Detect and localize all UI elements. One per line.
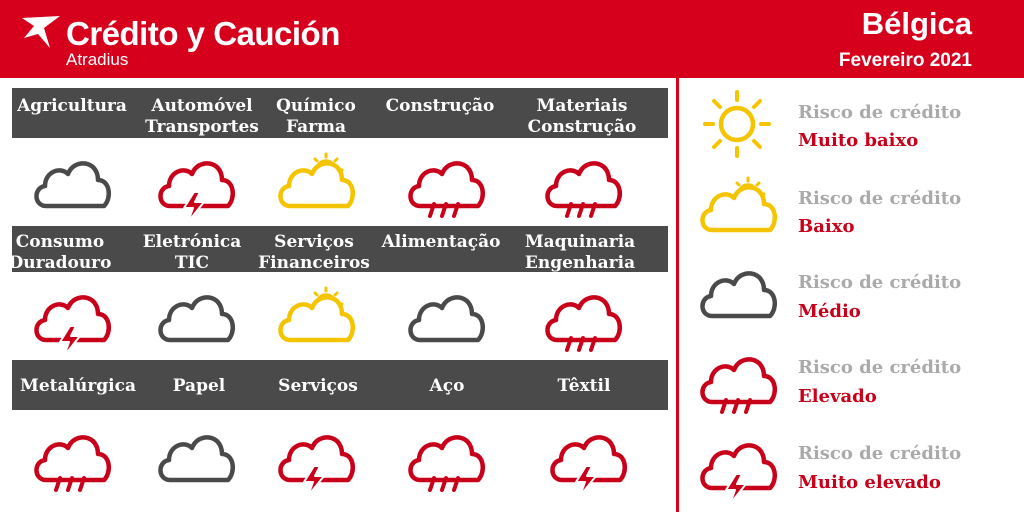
brand-name: Crédito y Caución bbox=[66, 15, 340, 52]
sector-label: Serviços bbox=[278, 376, 358, 396]
sector-label: Alimentação bbox=[381, 232, 501, 252]
storm-cloud-icon bbox=[154, 146, 236, 222]
header-banner: Crédito y Caución Atradius Bélgica Fever… bbox=[0, 0, 1024, 78]
legend-level: Médio bbox=[798, 301, 861, 322]
rain-cloud-icon bbox=[30, 420, 112, 496]
sector-label: Eletrónica TIC bbox=[142, 232, 242, 273]
legend-title: Risco de crédito bbox=[798, 188, 962, 209]
period-label: Fevereiro 2021 bbox=[838, 50, 972, 71]
cloud-icon bbox=[30, 146, 112, 222]
storm-cloud-icon bbox=[30, 280, 112, 356]
country-title: Bélgica bbox=[861, 6, 972, 41]
legend-level: Elevado bbox=[798, 386, 877, 407]
cloud-icon bbox=[154, 280, 236, 356]
sector-label: Aço bbox=[429, 376, 465, 396]
sector-label: Maquinaria Engenharia bbox=[524, 232, 636, 273]
sector-label: Materiais Construção bbox=[527, 96, 637, 137]
sector-label: Construção bbox=[385, 96, 495, 116]
legend-title: Risco de crédito bbox=[798, 102, 962, 123]
legend-title: Risco de crédito bbox=[798, 357, 962, 378]
sun-icon bbox=[696, 86, 778, 162]
legend-title: Risco de crédito bbox=[798, 443, 962, 464]
cloud-icon bbox=[696, 256, 778, 332]
cloud-icon bbox=[154, 420, 236, 496]
legend-level: Muito elevado bbox=[798, 472, 941, 493]
rain-cloud-icon bbox=[696, 342, 778, 418]
sector-label: Agricultura bbox=[17, 96, 127, 116]
storm-cloud-icon bbox=[546, 420, 628, 496]
legend-level: Muito baixo bbox=[798, 130, 919, 151]
storm-cloud-icon bbox=[696, 428, 778, 504]
sector-label: Metalúrgica bbox=[20, 376, 136, 396]
sector-row-bar-2 bbox=[12, 226, 668, 272]
sun-cloud-icon bbox=[696, 170, 778, 246]
sector-label: Serviços Financeiros bbox=[258, 232, 370, 273]
sector-label: Consumo Duradouro bbox=[8, 232, 112, 273]
rain-cloud-icon bbox=[404, 420, 486, 496]
storm-cloud-icon bbox=[274, 420, 356, 496]
sector-label: Químico Farma bbox=[276, 96, 356, 137]
sector-label: Automóvel Transportes bbox=[145, 96, 259, 137]
legend-divider bbox=[676, 78, 679, 512]
sector-label: Têxtil bbox=[557, 376, 611, 396]
brand-subtitle: Atradius bbox=[66, 50, 129, 69]
sector-row-bar-1 bbox=[12, 88, 668, 138]
legend-level: Baixo bbox=[798, 216, 855, 237]
sun-cloud-icon bbox=[274, 146, 356, 222]
atradius-logo-icon bbox=[22, 16, 60, 48]
legend-title: Risco de crédito bbox=[798, 272, 962, 293]
sun-cloud-icon bbox=[274, 280, 356, 356]
rain-cloud-icon bbox=[404, 146, 486, 222]
sector-row-bar-3 bbox=[12, 360, 668, 410]
sector-label: Papel bbox=[172, 376, 226, 396]
cloud-icon bbox=[404, 280, 486, 356]
rain-cloud-icon bbox=[541, 146, 623, 222]
rain-cloud-icon bbox=[541, 280, 623, 356]
